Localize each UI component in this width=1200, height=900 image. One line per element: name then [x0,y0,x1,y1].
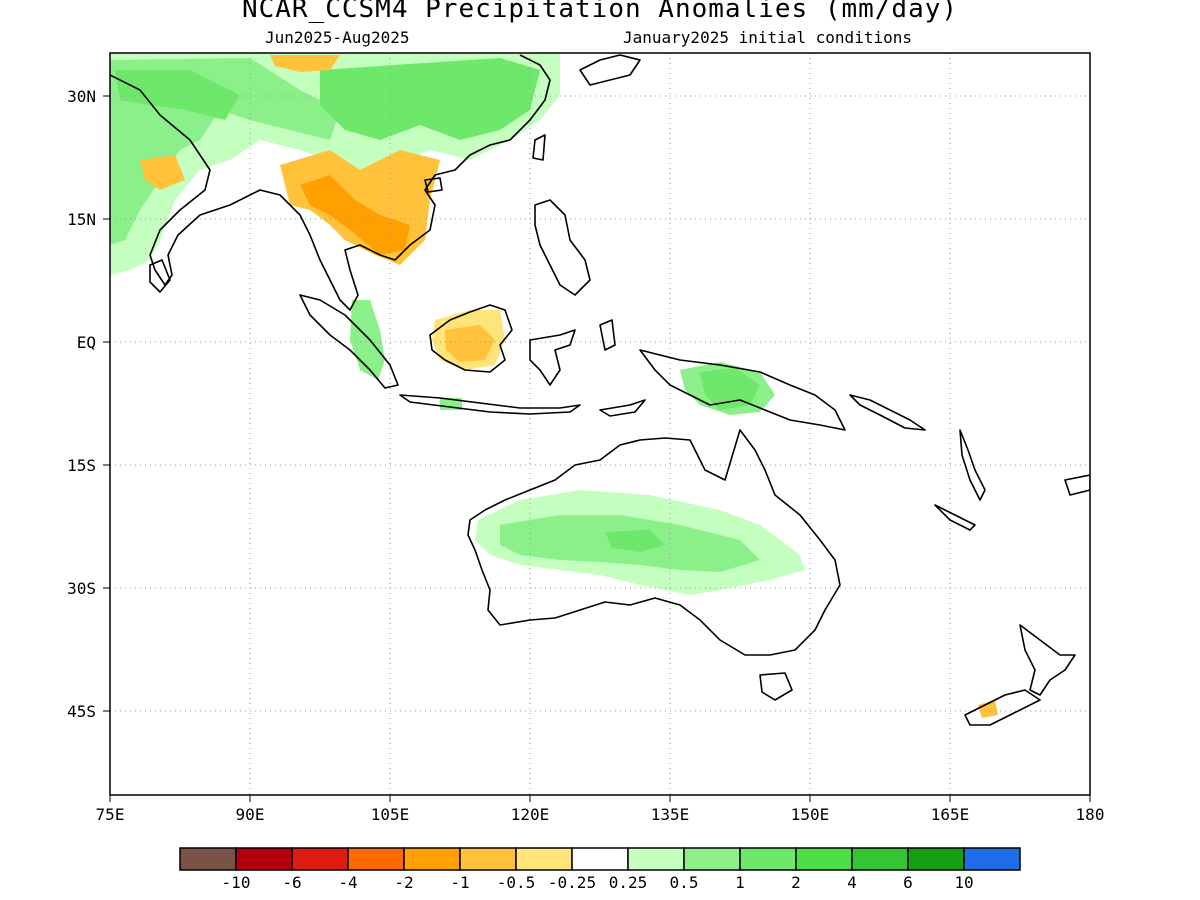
lon-label-105e: 105E [371,805,410,824]
colorbar-swatch-1 [235,847,293,871]
colorbar-label-3: -2 [394,873,413,892]
coastline-nz-north [1019,624,1076,696]
coastlines [110,54,1090,726]
initial-conditions-label: January2025 initial conditions [623,28,912,47]
tibet-dry-patch [270,55,340,72]
map-frame [109,52,1091,796]
coastline-hainan [424,177,443,193]
lat-label-15s: 15S [67,456,96,475]
coastline-vanuatu [959,429,986,501]
lat-label-45s: 45S [67,702,96,721]
lat-label-30n: 30N [67,87,96,106]
coastline-asia [110,54,551,311]
sumatra-wet-region [350,300,385,380]
new-guinea-wet-core [700,368,760,410]
china-wet-core [320,58,540,140]
colorbar-label-9: 1 [735,873,745,892]
colorbar-label-7: 0.25 [609,873,648,892]
colorbar-swatch-9 [683,847,741,871]
coastline-fiji [1064,474,1090,496]
colorbar-swatch-8 [627,847,685,871]
chart-title: NCAR_CCSM4 Precipitation Anomalies (mm/d… [241,0,959,24]
coastline-new-guinea [639,349,846,431]
lon-label-135e: 135E [651,805,690,824]
coastline-tasmania [759,672,793,701]
lon-label-75e: 75E [96,805,125,824]
coastline-nz-south [964,689,1041,726]
colorbar-label-5: -0.5 [497,873,536,892]
new-zealand-dry-patch [978,700,998,718]
coastline-java [399,394,581,415]
anomaly-fields [110,53,998,718]
tibet-wet-core [115,70,240,120]
colorbar-swatch-7 [571,847,629,871]
colorbar-swatch-0 [179,847,237,871]
lat-label-30s: 30S [67,579,96,598]
lon-label-180: 180 [1076,805,1105,824]
colorbar-swatch-10 [739,847,797,871]
lat-label-eq: EQ [77,333,96,352]
australia-center-wet-core [605,530,665,552]
colorbar-swatch-14 [963,847,1021,871]
colorbar-swatch-3 [347,847,405,871]
colorbar-swatch-6 [515,847,573,871]
map-content [110,53,1090,795]
coastline-australia [467,429,841,656]
gridlines [110,53,1090,795]
coastline-new-caledonia [934,504,976,531]
coastline-sumatra [299,294,399,389]
colorbar-label-0: -10 [222,873,251,892]
coastline-sulawesi [529,329,576,386]
lon-label-90e: 90E [236,805,265,824]
colorbar-swatch-12 [851,847,909,871]
latitude-axis [103,95,110,712]
north-india-dry-patch [140,155,185,190]
lat-label-15n: 15N [67,210,96,229]
colorbar-label-12: 6 [903,873,913,892]
forecast-period: Jun2025-Aug2025 [265,28,410,47]
colorbar-label-13: 10 [954,873,973,892]
longitude-axis [109,795,1091,802]
colorbar-swatch-2 [291,847,349,871]
colorbar-label-4: -1 [450,873,469,892]
colorbar [179,847,1021,871]
borneo-dry-core [445,325,495,362]
colorbar-label-2: -4 [338,873,357,892]
coastline-halmahera [599,319,616,351]
indochina-dry-core [300,175,410,255]
colorbar-swatch-11 [795,847,853,871]
coastline-borneo [429,304,513,373]
colorbar-label-10: 2 [791,873,801,892]
colorbar-label-1: -6 [282,873,301,892]
colorbar-labels: -10 -6 -4 -2 -1 -0.5 -0.25 0.25 0.5 1 2 4 6 10 [222,873,974,892]
coastline-philippines [534,199,591,296]
coastline-solomons [849,394,926,431]
colorbar-swatch-13 [907,847,965,871]
colorbar-swatch-4 [403,847,461,871]
coastline-sri-lanka [149,259,171,293]
lon-label-165e: 165E [931,805,970,824]
coastline-taiwan [532,134,546,161]
coastline-timor [599,399,646,417]
coastline-japan [579,54,641,86]
colorbar-label-8: 0.5 [670,873,699,892]
lon-label-120e: 120E [511,805,550,824]
lon-label-150e: 150E [791,805,830,824]
colorbar-swatch-5 [459,847,517,871]
colorbar-label-11: 4 [847,873,857,892]
colorbar-label-6: -0.25 [548,873,596,892]
